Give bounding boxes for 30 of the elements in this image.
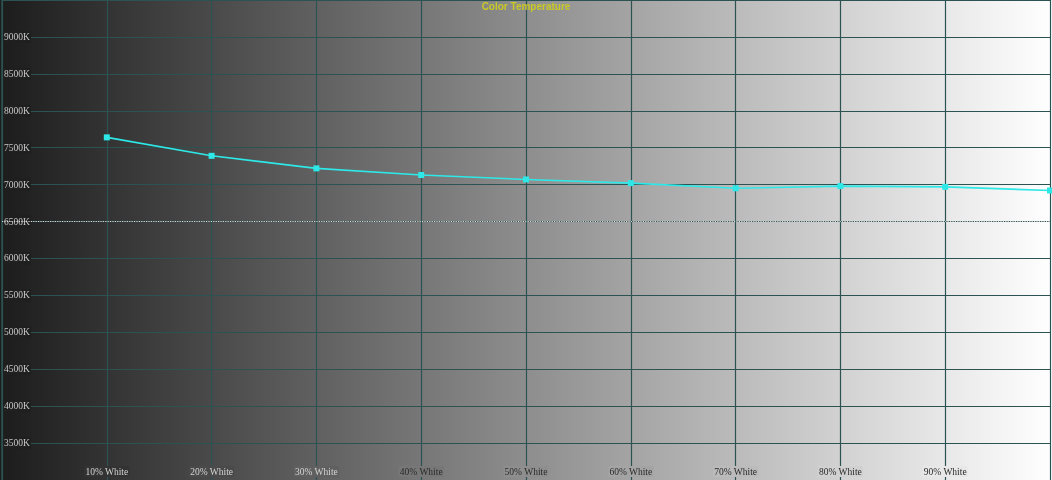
point: [1047, 187, 1052, 194]
point: [627, 180, 634, 187]
y-tick-label: 7000K: [4, 179, 30, 190]
point: [103, 134, 110, 141]
y-tick-label: 8000K: [4, 105, 30, 116]
x-tick-label: 10% White: [85, 467, 129, 477]
point: [208, 152, 215, 159]
point: [418, 172, 425, 179]
x-tick-label: 20% White: [190, 467, 234, 477]
point: [837, 183, 844, 190]
point: [942, 183, 949, 190]
y-tick-label: 7500K: [4, 142, 30, 153]
point: [523, 176, 529, 183]
x-tick-label: 40% White: [399, 467, 443, 477]
point: [732, 185, 739, 192]
y-tick-label: 6000K: [4, 253, 30, 264]
x-tick-label: 80% White: [818, 467, 862, 477]
x-tick-label: 50% White: [504, 467, 548, 477]
y-tick-label: 8500K: [4, 68, 30, 79]
y-tick-label: 9000K: [4, 31, 30, 42]
x-tick-label: 90% White: [923, 467, 967, 477]
x-tick-label: 30% White: [294, 467, 338, 477]
x-tick-label: 70% White: [714, 467, 758, 477]
y-tick-label: 4500K: [4, 364, 30, 375]
y-tick-label: 5500K: [4, 290, 30, 301]
point: [313, 165, 320, 172]
y-tick-label: 4000K: [4, 401, 30, 412]
x-tick-label: 60% White: [609, 467, 653, 477]
y-tick-label: 5000K: [4, 327, 30, 338]
y-tick-label: 3500K: [4, 438, 30, 449]
